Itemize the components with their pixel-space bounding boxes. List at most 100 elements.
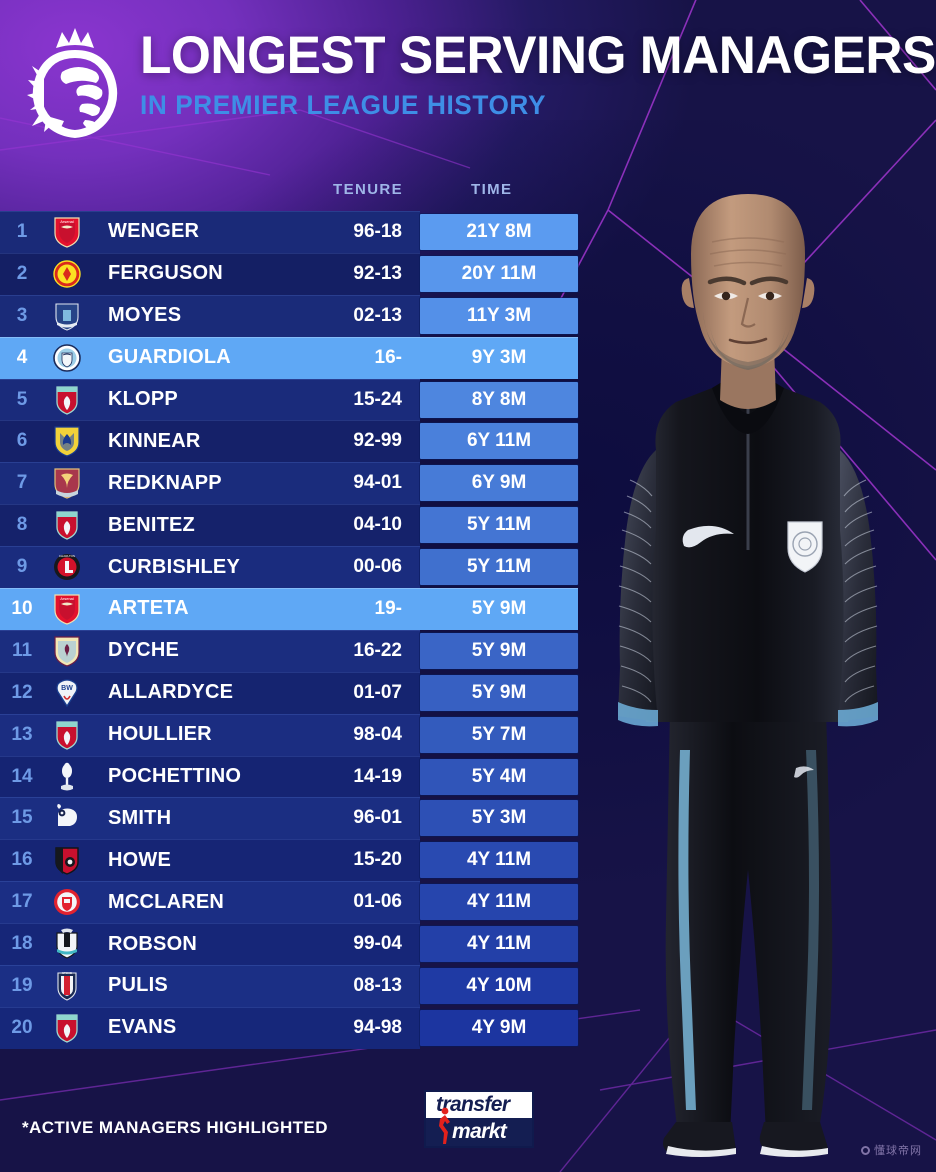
row-tenure: 94-98 [353,1016,402,1038]
row-time: 9Y 3M [471,346,527,368]
table-column-headers: TENURE TIME [0,181,580,205]
row-tenure: 01-06 [353,891,402,913]
club-crest-icon [44,339,90,377]
manager-name: DYCHE [108,639,180,662]
row-time: 5Y 3M [420,800,578,837]
row-rank: 14 [11,765,33,787]
manager-name: KINNEAR [108,429,201,452]
club-crest-icon [44,381,90,419]
row-tenure: 16- [374,346,402,368]
manager-name: MOYES [108,304,182,327]
club-crest-icon [44,422,90,460]
row-time: 21Y 8M [420,213,578,250]
row-tenure: 94-01 [353,472,402,494]
svg-text:Arsenal: Arsenal [60,596,74,601]
manager-name: GUARDIOLA [108,346,231,369]
row-time: 5Y 9M [420,674,578,711]
header: LONGEST SERVING MANAGERS IN PREMIER LEAG… [0,0,936,165]
club-crest-icon [44,464,90,502]
row-background [0,755,420,798]
manager-name: ARTETA [108,597,189,620]
managers-table: 1 Arsenal WENGER 96-18 21Y 8M 2 FERGUSON 92-13 2… [0,211,578,1049]
row-rank: 15 [11,807,33,829]
row-rank: 20 [11,1016,33,1038]
row-time: 8Y 8M [420,381,578,418]
watermark-text: 懂球帝网 [874,1145,922,1157]
row-time: 4Y 11M [420,884,578,921]
row-rank: 19 [11,974,33,996]
row-tenure: 96-18 [353,220,402,242]
club-crest-icon: BW [44,674,90,712]
manager-name: KLOPP [108,388,178,410]
watermark-dot-icon [861,1145,870,1155]
row-tenure: 92-13 [353,262,402,284]
table-row: 15 SMITH 96-01 5Y 3M [0,797,578,840]
table-row: 19 STOKE PULIS 08-13 4Y 10M [0,965,578,1007]
table-row: 18 ROBSON 99-04 4Y 11M [0,923,578,966]
row-rank: 2 [16,262,28,284]
table-row: 2 FERGUSON 92-13 20Y 11M [0,252,578,295]
row-background [0,336,578,379]
manager-name: HOWE [108,848,172,871]
table-row: 3 MOYES 02-13 11Y 3M [0,294,578,337]
table-row: 7 REDKNAPP 94-01 6Y 9M [0,462,578,505]
table-row: 20 EVANS 94-98 4Y 9M [0,1006,578,1049]
svg-text:CHARLTON: CHARLTON [59,554,75,558]
row-time: 5Y 11M [420,507,578,544]
club-crest-icon: Arsenal [44,213,90,251]
row-rank: 10 [11,597,33,619]
row-rank: 4 [16,346,28,368]
table-row: 17 MCCLAREN 01-06 4Y 11M [0,881,578,924]
row-tenure: 00-06 [353,556,402,578]
page-title: LONGEST SERVING MANAGERS [140,26,936,85]
table-row: 6 KINNEAR 92-99 6Y 11M [0,420,578,463]
row-tenure: 92-99 [353,430,402,452]
club-crest-icon [44,799,90,837]
row-rank: 7 [16,472,28,494]
manager-name: FERGUSON [108,262,223,285]
row-tenure: 14-19 [353,765,402,787]
row-time: 5Y 7M [420,716,578,753]
table-row: 5 KLOPP 15-24 8Y 8M [0,378,578,421]
row-tenure: 98-04 [353,723,402,745]
row-tenure: 16-22 [353,639,402,661]
row-tenure: 08-13 [353,974,402,996]
row-rank: 8 [16,514,28,536]
manager-name: POCHETTINO [108,765,242,788]
manager-name: ALLARDYCE [108,681,234,704]
row-rank: 1 [16,220,28,242]
row-rank: 17 [11,891,33,913]
manager-name: MCCLAREN [108,890,225,913]
manager-name: HOULLIER [108,723,212,746]
transfermarkt-figure-icon [439,1107,450,1144]
club-crest-icon: CHARLTON [44,548,90,586]
row-time: 20Y 11M [420,255,578,292]
table-row: 13 HOULLIER 98-04 5Y 7M [0,713,578,756]
row-time: 6Y 9M [420,465,578,502]
row-time: 4Y 11M [420,842,578,879]
club-crest-icon [44,716,90,754]
manager-name: REDKNAPP [108,471,222,494]
row-rank: 18 [11,933,33,955]
manager-name: EVANS [108,1016,177,1039]
row-rank: 12 [11,681,33,703]
manager-name: WENGER [108,220,200,243]
table-row: 9 CHARLTON CURBISHLEY 00-06 5Y 11M [0,546,578,589]
transfermarkt-logo: transfer markt [424,1090,534,1148]
club-crest-icon [44,1009,90,1047]
page-subtitle: IN PREMIER LEAGUE HISTORY [140,90,547,120]
row-rank: 11 [11,639,33,661]
club-crest-icon [44,883,90,921]
table-row: 11 DYCHE 16-22 5Y 9M [0,629,578,672]
row-background [0,588,578,630]
club-crest-icon [44,925,90,963]
manager-name: PULIS [108,974,168,997]
row-tenure: 04-10 [353,514,402,536]
transfermarkt-wordmark-top: transfer [426,1092,532,1118]
svg-text:STOKE: STOKE [62,971,72,975]
row-time: 5Y 9M [420,632,578,669]
row-rank: 16 [11,849,33,871]
row-tenure: 02-13 [353,304,402,326]
row-tenure: 15-20 [353,849,402,871]
